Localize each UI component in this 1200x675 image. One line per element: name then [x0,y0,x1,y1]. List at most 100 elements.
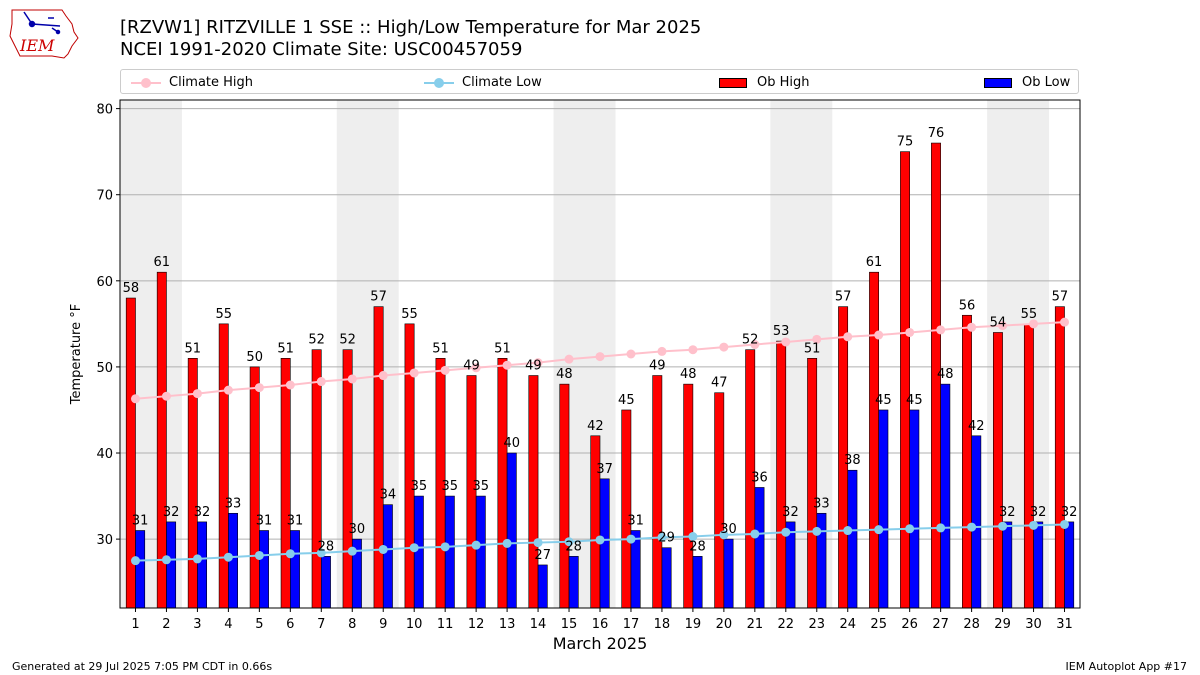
x-tick-label: 10 [406,617,423,632]
x-tick-label: 9 [379,617,387,632]
ob-high-bar [559,383,570,609]
climate-low-point [316,548,326,558]
climate-high-point [223,385,233,395]
climate-low-point [936,523,946,533]
x-tick-label: 11 [437,617,454,632]
footer-app: IEM Autoplot App #17 [1065,660,1188,673]
y-axis-label: Temperature °F [69,304,84,405]
ob-low-label: 32 [194,505,211,520]
x-tick-label: 1 [131,617,139,632]
ob-high-label: 51 [185,341,202,356]
legend-item-ob-low: Ob Low [984,70,1070,95]
logo-text: IEM [19,36,55,55]
ob-high-bar [1054,306,1065,609]
x-tick-label: 31 [1056,617,1073,632]
ob-high-bar [497,358,508,609]
ob-high-bar [776,340,787,609]
ob-high-bar [992,332,1003,609]
ob-high-bar [652,375,663,609]
x-tick-label: 28 [963,617,980,632]
climate-low-point [564,537,574,547]
climate-low-point [1029,520,1039,530]
ob-low-bar [878,409,889,609]
y-tick-label: 30 [96,533,113,548]
climate-high-point [998,321,1008,331]
ob-low-bar [723,538,734,609]
climate-high-point [564,354,574,364]
ob-low-bar [135,530,146,609]
x-tick-label: 21 [747,617,764,632]
ob-high-bar [218,323,229,609]
ob-low-bar [909,409,920,609]
x-tick-label: 24 [839,617,856,632]
ob-low-label: 42 [968,419,985,434]
climate-high-point [843,332,853,342]
legend-label-climate-high: Climate High [169,75,254,90]
ob-low-bar [940,383,951,609]
ob-low-bar [506,452,517,609]
ob-low-label: 30 [349,522,366,537]
ob-high-label: 50 [246,350,263,365]
climate-high-point [533,358,543,368]
ob-low-bar [290,530,300,609]
legend-label-climate-low: Climate Low [462,75,542,90]
ob-low-label: 37 [596,462,613,477]
ob-high-label: 52 [308,333,325,348]
ob-high-label: 58 [123,281,140,296]
y-tick-label: 80 [96,103,113,118]
ob-high-label: 57 [370,290,387,305]
ob-low-bar [1002,521,1013,609]
ob-low-label: 38 [844,453,861,468]
ob-high-label: 47 [711,376,728,391]
climate-high-point [471,363,481,373]
legend-item-climate-high: Climate High [131,70,253,95]
x-tick-label: 18 [654,617,671,632]
climate-low-point [626,534,636,544]
climate-low-point [812,526,822,536]
ob-low-label: 35 [473,479,490,494]
x-tick-label: 30 [1025,617,1042,632]
ob-high-bar [342,349,353,609]
climate-low-point [161,555,171,565]
ob-high-label: 57 [835,290,852,305]
y-tick-label: 70 [96,189,113,204]
ob-low-bar [754,487,765,609]
ob-high-label: 48 [556,367,573,382]
ob-low-label: 32 [999,505,1016,520]
x-tick-label: 22 [778,617,795,632]
x-tick-label: 12 [468,617,485,632]
ob-low-bar [1033,521,1044,609]
ob-low-label: 40 [503,436,520,451]
x-tick-label: 17 [623,617,640,632]
ob-high-bar [621,409,632,609]
ob-low-bar [971,435,982,609]
ob-high-label: 75 [897,135,914,150]
ob-high-label: 52 [339,333,356,348]
ob-low-label: 31 [256,514,273,529]
ob-low-bar [568,556,579,609]
climate-high-point [750,340,760,350]
ob-high-label: 49 [463,359,480,374]
ob-high-label: 48 [680,367,697,382]
climate-high-point [254,383,264,393]
ob-low-label: 45 [906,393,923,408]
climate-low-point [502,538,512,548]
ob-low-bar [537,564,548,609]
ob-high-label: 61 [866,255,883,270]
ob-low-bar [847,469,858,609]
climate-low-point [130,556,140,566]
ob-high-label: 52 [742,333,759,348]
ob-high-bar [404,323,415,609]
y-tick-label: 40 [96,447,113,462]
climate-low-point [1060,519,1070,529]
ob-high-bar [311,349,322,609]
ob-low-bar [444,495,455,609]
ob-high-swatch [719,77,747,88]
ob-high-bar [1023,323,1034,609]
climate-high-point [1060,317,1070,327]
ob-high-label: 54 [990,315,1007,330]
climate-low-point [719,530,729,540]
ob-high-label: 42 [587,419,604,434]
climate-low-point [595,535,605,545]
x-tick-label: 4 [224,617,232,632]
